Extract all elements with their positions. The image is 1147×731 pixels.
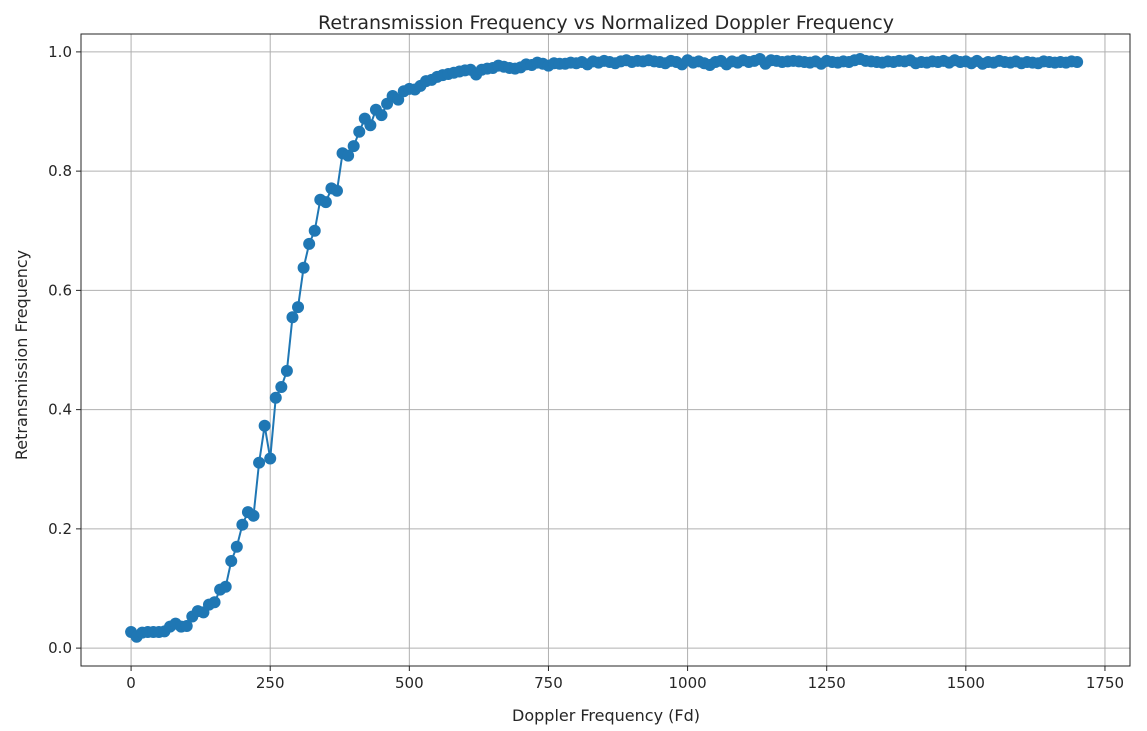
data-point xyxy=(286,311,299,324)
x-tick-label: 1500 xyxy=(947,674,985,692)
x-tick-label: 750 xyxy=(534,674,563,692)
y-tick-label: 0.6 xyxy=(48,281,72,299)
data-point xyxy=(375,109,388,122)
y-axis: 0.0 0.2 0.4 0.6 0.8 1.0 xyxy=(48,43,81,657)
series xyxy=(125,53,1084,643)
data-point xyxy=(364,119,377,132)
y-tick-label: 0.4 xyxy=(48,401,72,419)
data-point xyxy=(230,540,243,553)
data-point xyxy=(253,456,266,469)
y-tick-label: 0.2 xyxy=(48,520,72,538)
data-point xyxy=(353,125,366,138)
x-tick-label: 0 xyxy=(126,674,136,692)
data-point xyxy=(292,301,305,314)
data-point xyxy=(264,452,277,465)
data-point xyxy=(247,509,260,522)
data-point xyxy=(308,224,321,237)
data-point xyxy=(303,237,316,250)
y-axis-label: Retransmission Frequency xyxy=(12,250,31,460)
x-axis-label: Doppler Frequency (Fd) xyxy=(512,706,700,725)
x-tick-label: 500 xyxy=(395,674,424,692)
data-point xyxy=(275,380,288,393)
x-axis: 0 250 500 750 1000 1250 1500 1750 xyxy=(126,666,1124,692)
x-tick-label: 1750 xyxy=(1086,674,1124,692)
data-point xyxy=(219,580,232,593)
data-point xyxy=(236,518,249,531)
y-tick-label: 1.0 xyxy=(48,43,72,61)
data-point xyxy=(347,140,360,153)
y-tick-label: 0.8 xyxy=(48,162,72,180)
data-point xyxy=(269,391,282,404)
data-point xyxy=(180,620,193,633)
chart-title: Retransmission Frequency vs Normalized D… xyxy=(318,12,894,34)
plot-frame xyxy=(80,33,1131,667)
x-tick-label: 250 xyxy=(256,674,285,692)
y-tick-label: 0.0 xyxy=(48,639,72,657)
data-point xyxy=(330,184,343,197)
data-point xyxy=(208,596,221,609)
data-point xyxy=(342,149,355,162)
data-point xyxy=(319,196,332,209)
x-tick-label: 1250 xyxy=(808,674,846,692)
data-point xyxy=(297,261,310,274)
data-point xyxy=(1071,56,1084,69)
x-tick-label: 1000 xyxy=(668,674,706,692)
data-point xyxy=(258,419,271,432)
grid xyxy=(81,34,1130,666)
series-line xyxy=(130,57,1078,639)
data-point xyxy=(225,555,238,568)
data-point xyxy=(280,364,293,377)
